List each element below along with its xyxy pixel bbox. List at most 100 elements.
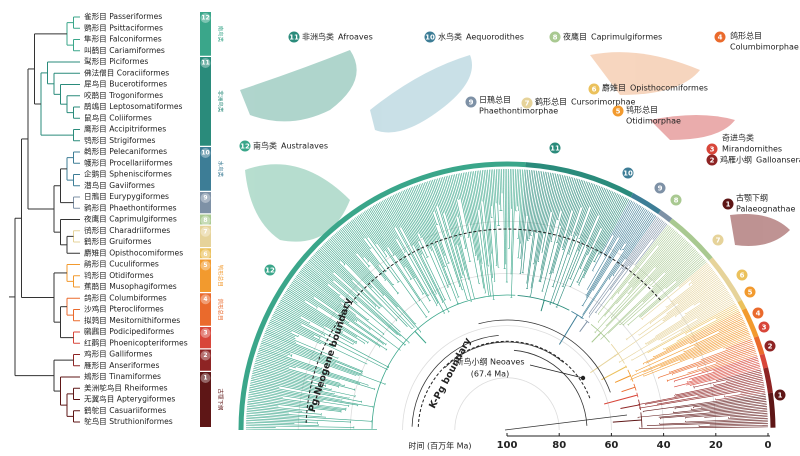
- tree-branch: [581, 304, 583, 306]
- tree-stem: [620, 404, 640, 409]
- neoaves-age: (67.4 Ma): [471, 370, 509, 379]
- clade-name-cn: 日鳽总目: [479, 95, 511, 105]
- tree-tip: [552, 179, 581, 273]
- tree-tip: [527, 170, 536, 241]
- tree-tip: [457, 173, 480, 284]
- tree-tip: [647, 293, 730, 345]
- tree-tip: [533, 172, 550, 265]
- tree-tip: [307, 261, 358, 304]
- tree-branch: [413, 327, 415, 329]
- tree-tip: [258, 349, 369, 386]
- tree-branch: [343, 264, 346, 266]
- tree-tip: [628, 234, 681, 294]
- tree-tip: [279, 301, 325, 327]
- clade-badge-number: 2: [710, 157, 715, 165]
- tree-tip: [430, 180, 468, 300]
- clade-badge-number: 11: [201, 60, 209, 67]
- tree-tip: [583, 195, 622, 272]
- clade-ring: [737, 299, 747, 311]
- order-label: 鸵鸟目 Struthioniformes: [84, 416, 173, 426]
- tree-branch: [594, 261, 596, 263]
- tree-tip: [488, 169, 493, 207]
- tree-branch: [426, 256, 428, 258]
- order-label: 犀鸟目 Bucerotiformes: [84, 79, 167, 89]
- tree-branch: [323, 334, 325, 337]
- tree-tip: [577, 187, 604, 252]
- tree-branch: [612, 275, 615, 277]
- tree-tip: [260, 344, 292, 356]
- tree-tip: [250, 383, 342, 401]
- clade-name-en: Columbimorphae: [730, 43, 799, 52]
- tree-tip: [614, 281, 723, 356]
- tree-branch: [385, 256, 387, 258]
- bird-illustrations: [240, 50, 790, 246]
- tree-tip: [604, 202, 636, 257]
- tree-stem: [590, 353, 619, 374]
- tree-tip: [675, 376, 763, 396]
- tree-tip: [693, 397, 767, 408]
- clade-badge: [200, 13, 211, 23]
- tree-branch: [415, 323, 417, 325]
- tree-tip: [599, 198, 630, 255]
- tree-tip: [510, 169, 515, 275]
- tree-tip: [397, 192, 428, 258]
- clade-badge-number: 3: [710, 146, 715, 154]
- clade-bar: [200, 259, 211, 292]
- order-label: 鹈形目 Pelecaniformes: [84, 146, 167, 156]
- tree-tip: [473, 171, 479, 210]
- tree-branch: [411, 328, 414, 330]
- tree-tip: [583, 196, 625, 278]
- tree-tip: [324, 243, 346, 265]
- tree-tip: [249, 385, 374, 408]
- tree-branch: [383, 333, 385, 336]
- tree-tip: [551, 174, 560, 213]
- tree-tip: [273, 312, 388, 371]
- tree-tip: [309, 258, 398, 336]
- tree-tip: [588, 216, 658, 314]
- tree-tip: [284, 292, 358, 338]
- tree-tip: [246, 409, 289, 414]
- tree-tip: [485, 169, 496, 282]
- tree-branch: [627, 292, 629, 294]
- tree-branch: [628, 324, 630, 326]
- tree-tip: [612, 214, 655, 276]
- tree-tip: [655, 237, 684, 268]
- clade-ring: [658, 210, 673, 223]
- tree-branch: [348, 321, 350, 323]
- clade-ring: [669, 218, 713, 261]
- clade-badge-number: 6: [203, 251, 207, 258]
- tree-tip: [616, 232, 679, 304]
- tree-branch: [384, 279, 386, 282]
- tree-branch: [316, 306, 318, 309]
- tree-tip: [383, 199, 445, 314]
- tree-tip: [511, 169, 516, 298]
- tree-tip: [385, 198, 401, 228]
- tree-stem: [558, 314, 578, 345]
- tree-tip: [358, 215, 387, 257]
- tree-tip: [617, 226, 672, 294]
- tree-branch: [428, 311, 430, 313]
- tree-tip: [597, 230, 676, 323]
- clade-ring: [767, 392, 776, 428]
- ring-badge-number: 7: [716, 237, 721, 245]
- tree-branch: [627, 369, 634, 382]
- tree-tip: [643, 239, 686, 285]
- clade-bar: [200, 12, 211, 56]
- tree-tip: [394, 194, 446, 301]
- tree-branch: [594, 332, 596, 334]
- tree-branch: [588, 316, 590, 318]
- tree-tip: [618, 204, 639, 238]
- tree-tip: [676, 308, 739, 342]
- tree-tip: [501, 169, 503, 194]
- tree-tip: [388, 197, 414, 246]
- tree-tip: [582, 206, 643, 306]
- tree-tip: [246, 420, 318, 424]
- order-label: 夜鹰目 Caprimulgiformes: [84, 214, 177, 224]
- tree-branch: [625, 365, 628, 368]
- tree-tip: [604, 231, 677, 316]
- tree-branch: [382, 294, 384, 297]
- tree-stem: [621, 386, 636, 393]
- tree-branch: [297, 335, 299, 337]
- tree-branch: [369, 247, 372, 249]
- clade-badge-number: 1: [726, 201, 731, 209]
